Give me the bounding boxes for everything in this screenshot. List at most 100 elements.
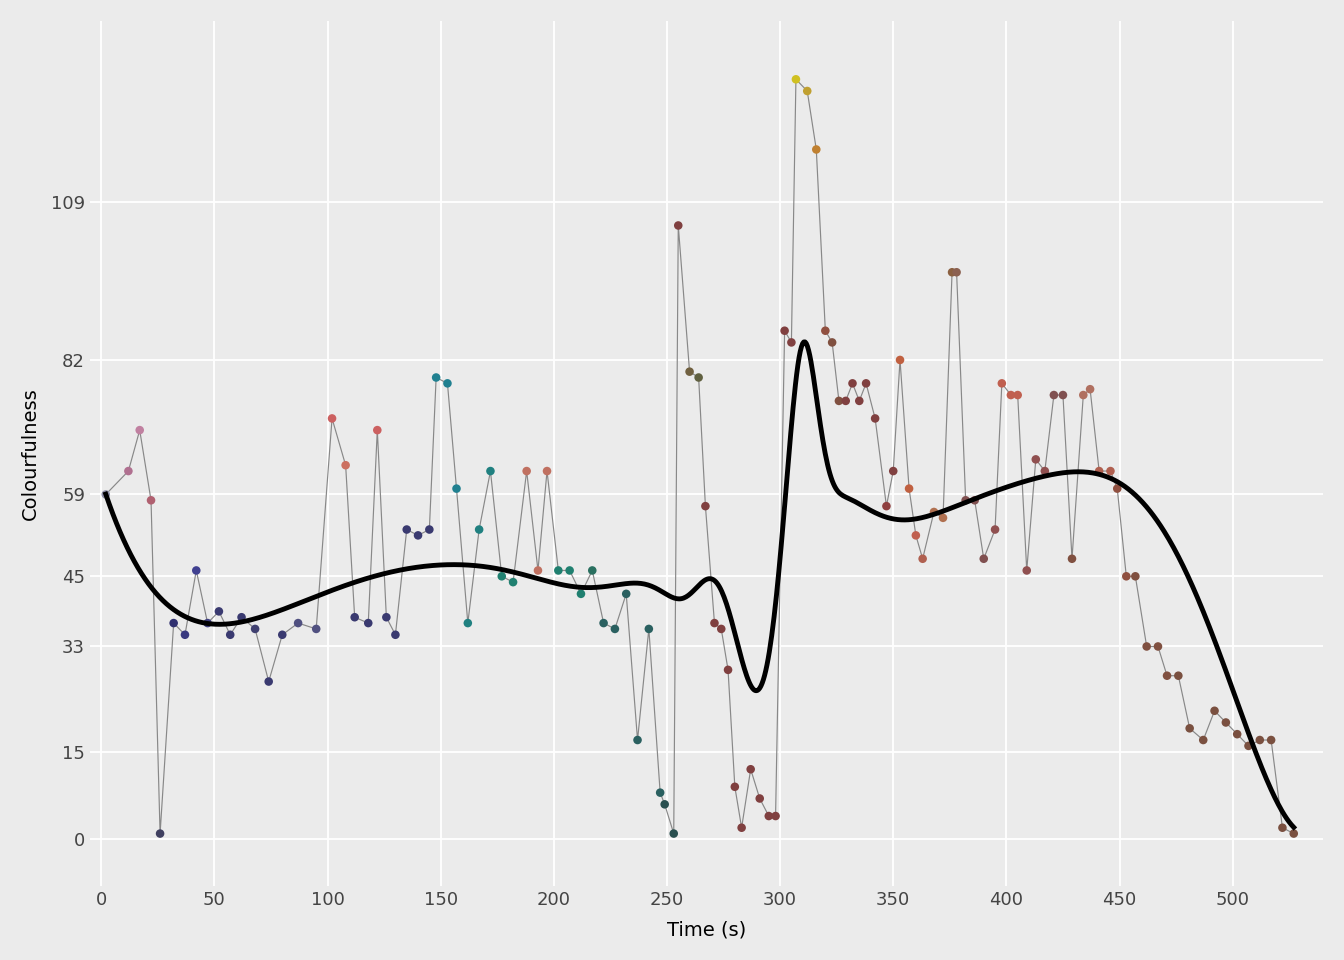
Point: [668, 218, 689, 233]
Point: [1136, 638, 1157, 654]
Point: [384, 627, 406, 642]
Point: [731, 820, 753, 835]
Point: [626, 732, 648, 748]
Point: [1271, 820, 1293, 835]
Point: [95, 487, 117, 502]
Point: [196, 615, 218, 631]
Point: [219, 627, 241, 642]
Point: [559, 563, 581, 578]
Point: [129, 422, 151, 438]
Point: [711, 621, 732, 636]
Point: [480, 464, 501, 479]
Point: [1192, 732, 1214, 748]
Point: [749, 791, 770, 806]
Point: [503, 574, 524, 589]
Point: [358, 615, 379, 631]
Point: [1007, 388, 1028, 403]
Point: [418, 522, 439, 538]
Point: [1043, 388, 1064, 403]
Point: [964, 492, 985, 508]
Point: [785, 72, 806, 87]
Point: [344, 610, 366, 625]
Point: [426, 370, 448, 385]
Point: [1125, 568, 1146, 584]
Point: [649, 785, 671, 801]
Point: [1034, 464, 1055, 479]
Point: [954, 492, 976, 508]
Point: [704, 615, 726, 631]
Point: [1079, 381, 1101, 396]
Point: [781, 335, 802, 350]
Point: [1284, 826, 1305, 841]
Point: [468, 522, 489, 538]
Y-axis label: Colourfulness: Colourfulness: [22, 387, 40, 520]
Point: [758, 808, 780, 824]
Point: [883, 464, 905, 479]
Point: [718, 662, 739, 678]
Point: [1156, 668, 1177, 684]
Point: [941, 265, 962, 280]
Point: [638, 621, 660, 636]
Point: [616, 587, 637, 602]
Point: [984, 522, 1005, 538]
Point: [149, 826, 171, 841]
Point: [140, 492, 161, 508]
Point: [695, 498, 716, 514]
Point: [396, 522, 418, 538]
Point: [605, 621, 626, 636]
Point: [1227, 727, 1249, 742]
Point: [1016, 563, 1038, 578]
Point: [797, 84, 818, 99]
Point: [185, 563, 207, 578]
Point: [570, 587, 591, 602]
Point: [593, 615, 614, 631]
Point: [516, 464, 538, 479]
Point: [890, 352, 911, 368]
Point: [547, 563, 569, 578]
Point: [1179, 721, 1200, 736]
Point: [1052, 388, 1074, 403]
Point: [724, 780, 746, 795]
Point: [933, 510, 954, 525]
Point: [1062, 551, 1083, 566]
Point: [973, 551, 995, 566]
Point: [231, 610, 253, 625]
Point: [1073, 388, 1094, 403]
Point: [163, 615, 184, 631]
Point: [1099, 464, 1121, 479]
Point: [1089, 464, 1110, 479]
Point: [208, 604, 230, 619]
Point: [841, 375, 863, 391]
Point: [491, 568, 512, 584]
Point: [1238, 738, 1259, 754]
Point: [1261, 732, 1282, 748]
Point: [1204, 703, 1226, 718]
Point: [582, 563, 603, 578]
Point: [1215, 715, 1236, 731]
Point: [864, 411, 886, 426]
Point: [321, 411, 343, 426]
Point: [1249, 732, 1270, 748]
Point: [1025, 452, 1047, 468]
Point: [527, 563, 548, 578]
Point: [1148, 638, 1169, 654]
Point: [335, 458, 356, 473]
X-axis label: Time (s): Time (s): [667, 921, 746, 939]
Point: [679, 364, 700, 379]
Point: [876, 498, 898, 514]
Point: [437, 375, 458, 391]
Point: [814, 324, 836, 339]
Point: [905, 528, 926, 543]
Point: [946, 265, 968, 280]
Point: [457, 615, 478, 631]
Point: [923, 504, 945, 519]
Point: [911, 551, 933, 566]
Point: [805, 142, 827, 157]
Point: [1116, 568, 1137, 584]
Point: [1106, 481, 1128, 496]
Point: [765, 808, 786, 824]
Point: [375, 610, 396, 625]
Point: [258, 674, 280, 689]
Point: [855, 375, 876, 391]
Point: [271, 627, 293, 642]
